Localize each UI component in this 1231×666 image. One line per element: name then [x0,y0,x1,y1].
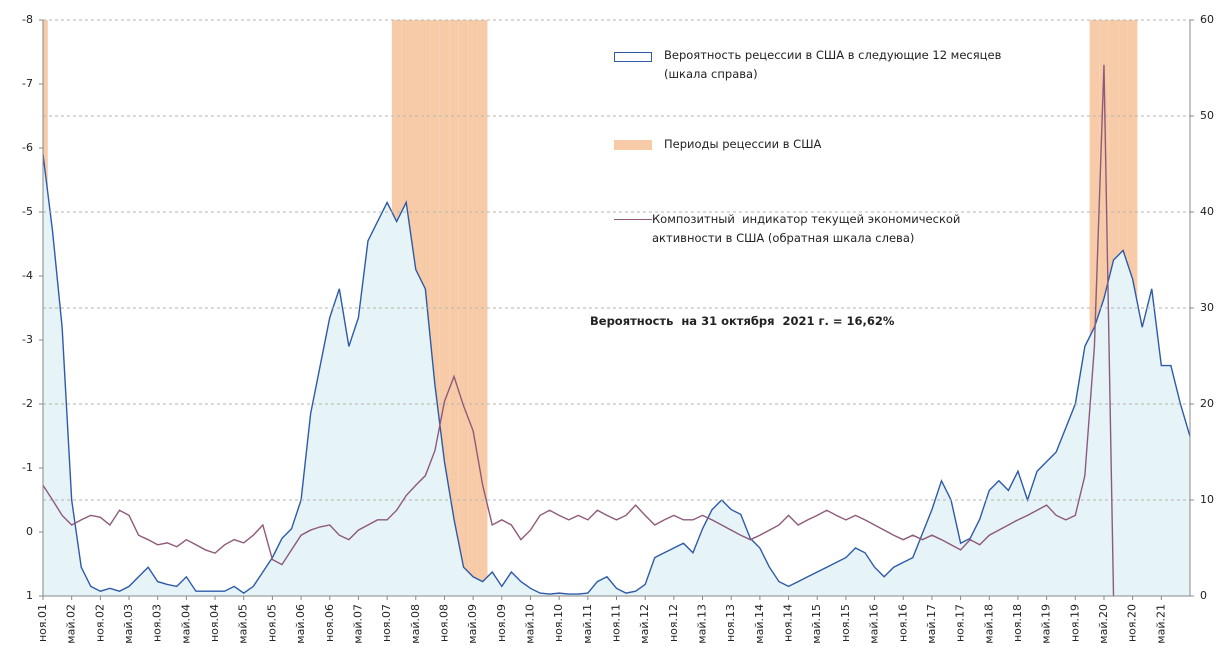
x-tick-label: ноя.11 [610,604,623,642]
x-tick-label: ноя.07 [380,604,393,642]
x-tick-label: май.16 [868,604,881,644]
x-tick-label: май.02 [65,604,78,644]
recession-bar [439,20,450,596]
x-tick-label: май.20 [1097,604,1110,644]
x-tick-label: май.19 [1040,604,1053,644]
x-tick-label: ноя.05 [265,604,278,642]
y-tick-label: -4 [22,269,33,282]
x-tick-label: май.18 [982,604,995,644]
y-tick-label: -6 [22,141,33,154]
x-tick-label: май.17 [925,604,938,644]
x-tick-label: май.21 [1154,604,1167,644]
x-tick-label: май.04 [179,604,192,644]
x-tick-label: ноя.18 [1011,604,1024,642]
x-tick-label: ноя.14 [782,604,795,642]
x-tick-label: май.05 [237,604,250,644]
x-tick-label: май.06 [294,604,307,644]
y2-tick-label: 30 [1200,301,1214,314]
x-tick-label: май.03 [122,604,135,644]
y-tick-label: -3 [22,333,33,346]
x-tick-label: ноя.16 [896,604,909,642]
x-tick-label: ноя.01 [36,604,49,642]
x-tick-label: ноя.19 [1068,604,1081,642]
y-tick-label: 1 [26,589,33,602]
x-tick-label: ноя.10 [552,604,565,642]
y2-tick-label: 0 [1200,589,1207,602]
legend-recession: Периоды рецессии в США [664,137,822,151]
x-tick-label: ноя.03 [151,604,164,642]
annotation: Вероятность на 31 октября 2021 г. = 16,6… [590,314,895,328]
x-tick-label: ноя.09 [495,604,508,642]
y2-tick-label: 20 [1200,397,1214,410]
x-tick-label: ноя.04 [208,604,221,642]
x-tick-label: май.11 [581,604,594,644]
y-tick-label: 0 [26,525,33,538]
y2-tick-label: 10 [1200,493,1214,506]
legend-swatch-recession [614,140,652,150]
x-tick-label: май.15 [810,604,823,644]
recession-bar [468,20,478,596]
y-tick-label: -5 [22,205,33,218]
x-tick-label: май.07 [351,604,364,644]
y-tick-label: -2 [22,397,33,410]
legend-composite: Композитный индикатор текущей экономичес… [652,212,965,245]
x-tick-label: май.08 [409,604,422,644]
y2-tick-label: 40 [1200,205,1214,218]
y-tick-label: -7 [22,77,33,90]
composite-line [42,64,1115,597]
y2-tick-label: 60 [1200,13,1214,26]
x-tick-label: май.13 [696,604,709,644]
probability-line [42,154,1191,595]
x-tick-label: ноя.17 [954,604,967,642]
x-tick-label: ноя.08 [437,604,450,642]
x-tick-label: ноя.12 [667,604,680,642]
x-tick-label: ноя.15 [839,604,852,642]
x-tick-label: ноя.20 [1126,604,1139,642]
y2-tick-label: 50 [1200,109,1214,122]
x-tick-label: май.10 [523,604,536,644]
recession-bar [449,20,459,596]
legend-swatch-probability [614,52,652,62]
probability-line-area [43,154,1190,596]
y-tick-label: -8 [22,13,33,26]
y-tick-label: -1 [22,461,33,474]
x-tick-label: май.09 [466,604,479,644]
x-tick-label: ноя.13 [724,604,737,642]
x-tick-label: ноя.02 [93,604,106,642]
x-tick-label: май.14 [753,604,766,644]
legend-probability: Вероятность рецессии в США в следующие 1… [664,48,1002,81]
legend-swatch-composite [614,219,652,220]
x-tick-label: май.12 [638,604,651,644]
x-tick-label: ноя.06 [323,604,336,642]
